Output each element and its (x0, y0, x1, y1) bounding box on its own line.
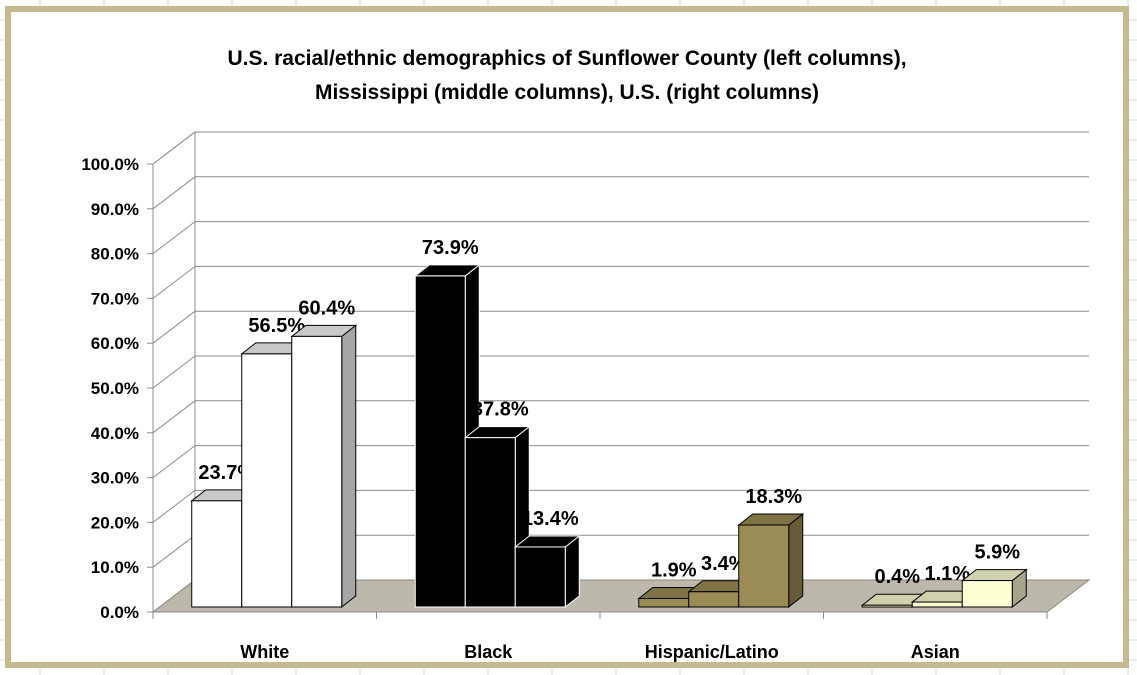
bar[interactable] (638, 597, 690, 608)
chart-title-line-1: U.S. racial/ethnic demographics of Sunfl… (227, 47, 907, 70)
bar[interactable] (414, 275, 466, 608)
data-label: 23.7% (198, 462, 255, 484)
y-tick-label: 50.0% (91, 379, 139, 398)
y-tick-label: 10.0% (91, 558, 139, 577)
data-label: 37.8% (472, 399, 529, 421)
data-label: 60.4% (298, 297, 355, 319)
data-label: 5.9% (974, 542, 1020, 564)
y-tick-label: 90.0% (91, 200, 139, 219)
gridline-side (152, 534, 196, 568)
y-tick-label: 100.0% (81, 155, 139, 174)
y-tick-label: 0.0% (100, 603, 139, 622)
data-label: 56.5% (248, 315, 305, 337)
bar[interactable] (514, 546, 566, 608)
y-tick-label: 20.0% (91, 513, 139, 532)
chart-title-line-2: Mississippi (middle columns), U.S. (righ… (314, 81, 820, 104)
gridline-side (152, 131, 196, 165)
x-category-label: Black (464, 642, 513, 662)
bar-side (341, 324, 357, 609)
y-tick-label: 70.0% (91, 289, 139, 308)
data-label: 18.3% (745, 486, 802, 508)
gridline-side (152, 400, 196, 434)
bar[interactable] (911, 601, 963, 608)
bar-group-black: 73.9% 37.8% 13.4% (413, 237, 581, 609)
gridline-side (152, 266, 196, 299)
gridline-side (152, 310, 196, 344)
bar-group-white: 23.7% 56.5%60.4% (190, 297, 358, 609)
bar[interactable] (464, 437, 516, 608)
data-label: 1.1% (924, 563, 970, 585)
bar[interactable] (861, 604, 913, 608)
bar[interactable] (191, 500, 243, 608)
data-label: 73.9% (422, 237, 479, 259)
bar-group-hispanic-latino: 1.9% 3.4% 18.3% (637, 486, 805, 609)
data-label: 3.4% (701, 553, 747, 575)
bar-side (788, 512, 804, 609)
gridline-side (152, 221, 196, 254)
chart-title: U.S. racial/ethnic demographics of Sunfl… (11, 42, 1123, 110)
data-label: 13.4% (522, 508, 579, 530)
bar[interactable] (688, 591, 740, 608)
chart-area[interactable]: U.S. racial/ethnic demographics of Sunfl… (5, 6, 1129, 668)
y-tick-label: 60.0% (91, 334, 139, 353)
y-tick-label: 40.0% (91, 424, 139, 443)
bar[interactable] (961, 580, 1013, 608)
x-category-label: Hispanic/Latino (645, 642, 779, 662)
bar[interactable] (291, 335, 343, 608)
data-label: 0.4% (874, 566, 920, 588)
x-category-label: White (240, 642, 289, 662)
x-category-label: Asian (911, 642, 960, 662)
gridline-side (152, 445, 196, 478)
bar[interactable] (738, 524, 790, 608)
gridline-side (152, 490, 196, 523)
data-label: 1.9% (651, 559, 697, 581)
bar[interactable] (241, 353, 293, 608)
gridline-side (152, 176, 196, 210)
gridline-side (152, 355, 196, 389)
plot-area: 0.0% 10.0% 20.0% 30.0% 40.0% 50.0% 60.0% 70.0% 8… (81, 130, 1091, 662)
y-tick-label: 80.0% (91, 245, 139, 264)
bar-side (564, 534, 580, 609)
y-tick-label: 30.0% (91, 469, 139, 488)
bar-group-asian: 0.4% 1.1%5.9% (860, 542, 1028, 609)
